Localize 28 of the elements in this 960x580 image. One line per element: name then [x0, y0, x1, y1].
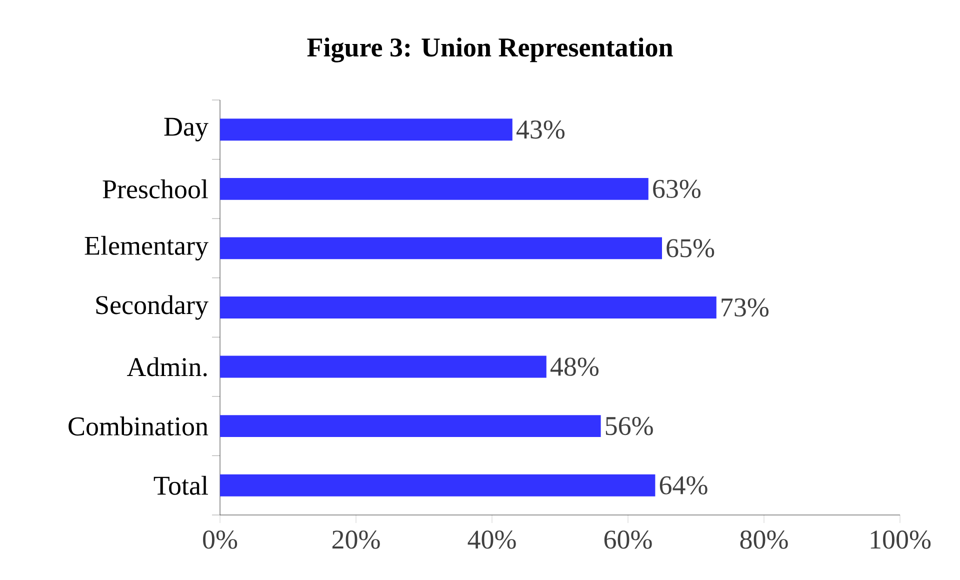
bar — [220, 237, 662, 260]
data-label: 64% — [660, 476, 708, 495]
bar — [220, 118, 512, 141]
y-tick-label: Preschool — [102, 179, 208, 198]
bar — [220, 296, 716, 318]
x-tick-label: 60% — [604, 530, 652, 549]
bar — [220, 474, 656, 496]
x-tick-label: 40% — [468, 530, 516, 549]
bar — [220, 356, 546, 378]
x-tick-label: 100% — [870, 530, 931, 549]
x-tick-label: 80% — [740, 530, 788, 549]
y-tick-label: Elementary — [84, 236, 208, 260]
data-label: 63% — [653, 180, 701, 198]
y-tick-label: Day — [164, 118, 208, 142]
data-label: 73% — [722, 298, 769, 317]
data-label: 43% — [516, 120, 565, 139]
x-tick-label: 0% — [203, 530, 238, 549]
chart-title: Figure 3: Union Representation — [307, 38, 673, 62]
data-label: 65% — [666, 239, 714, 258]
y-tick-label: Combination — [68, 416, 208, 436]
y-tick-label: Total — [154, 476, 208, 495]
y-tick-label: Secondary — [96, 295, 208, 320]
data-label: 48% — [550, 358, 599, 376]
data-label: 56% — [606, 416, 653, 436]
x-tick-label: 20% — [332, 530, 380, 549]
y-tick-label: Admin. — [126, 357, 207, 376]
bar — [220, 178, 648, 200]
bar — [220, 415, 601, 438]
